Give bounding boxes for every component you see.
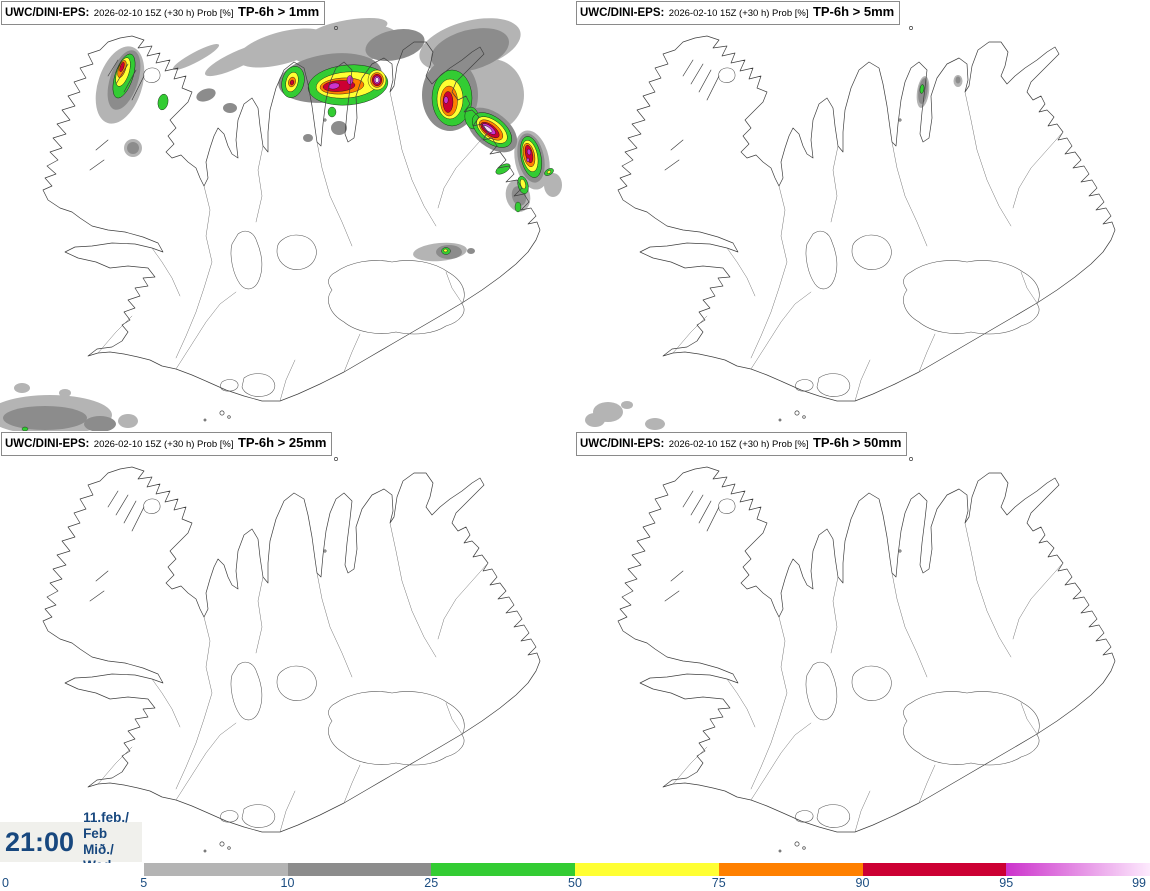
probability-colorbar (0, 863, 1150, 876)
prob-contour-p5 (645, 418, 665, 430)
prob-contour-p5 (118, 414, 138, 428)
prob-contour-p25 (919, 84, 925, 94)
colorbar-tick: 5 (140, 876, 148, 890)
iceland-map (617, 26, 1116, 422)
colorbar-tick-labels: 0 5 10 25 50 75 90 95 99 (0, 876, 1150, 891)
prob-contour-p25 (495, 163, 511, 175)
run-meta-label: 2026-02-10 15Z (+30 h) Prob [%] (93, 439, 234, 450)
threshold-label: TP-6h > 25mm (237, 435, 327, 450)
iceland-map (42, 457, 541, 853)
prob-contour-p95 (443, 96, 449, 104)
colorbar-segment-25-50 (431, 863, 575, 876)
colorbar-segment-5-10 (143, 863, 288, 876)
prob-contour-p25 (21, 426, 29, 431)
colorbar-segment-0-5 (0, 863, 144, 876)
prob-contour-p90 (289, 79, 295, 86)
colorbar-tick: 25 (424, 876, 439, 890)
colorbar-segment-75-90 (718, 863, 863, 876)
map-canvas (0, 17, 562, 431)
valid-date-line1: 11.feb./ Feb (83, 810, 129, 842)
prob-contour-p10 (223, 103, 237, 113)
threshold-label: TP-6h > 1mm (237, 4, 320, 19)
model-label: UWC/DINI-EPS: (580, 438, 665, 450)
prob-contour-p5 (544, 173, 562, 197)
colorbar-segment-90-95 (862, 863, 1007, 876)
probability-contours (0, 17, 562, 431)
model-label: UWC/DINI-EPS: (580, 7, 665, 19)
iceland-map (617, 457, 1116, 853)
valid-time-clock: 21:00 (5, 826, 75, 857)
prob-contour-p10 (3, 406, 87, 430)
panel-title-box: UWC/DINI-EPS: 2026-02-10 15Z (+30 h) Pro… (1, 432, 333, 456)
map-canvas (617, 457, 1116, 853)
prob-contour-p5 (59, 389, 71, 397)
prob-contour-p5 (621, 401, 633, 409)
prob-contour-p95 (346, 75, 354, 85)
panel-title-box: UWC/DINI-EPS: 2026-02-10 15Z (+30 h) Pro… (576, 1, 901, 25)
map-panel-tp6h-1mm: UWC/DINI-EPS: 2026-02-10 15Z (+30 h) Pro… (0, 0, 575, 431)
prob-contour-p10 (303, 134, 313, 142)
colorbar-tick: 90 (855, 876, 870, 890)
panel-title-box: UWC/DINI-EPS: 2026-02-10 15Z (+30 h) Pro… (1, 1, 326, 25)
prob-contour-p50 (443, 248, 448, 253)
prob-contour-p5 (14, 383, 30, 393)
prob-contour-p50 (546, 170, 552, 174)
prob-contour-p10 (196, 88, 216, 102)
probability-contours (585, 75, 963, 430)
colorbar-segment-10-25 (287, 863, 432, 876)
map-canvas (42, 457, 541, 853)
prob-contour-p90 (119, 62, 125, 72)
prob-contour-p10 (955, 76, 961, 84)
prob-contour-p10 (84, 416, 116, 431)
prob-contour-p25 (327, 106, 337, 118)
prob-contour-p10 (331, 121, 347, 135)
prob-contour-p95 (526, 148, 532, 156)
run-meta-label: 2026-02-10 15Z (+30 h) Prob [%] (668, 439, 809, 450)
model-label: UWC/DINI-EPS: (5, 438, 90, 450)
prob-contour-p25 (157, 93, 169, 111)
prob-contour-p10 (127, 142, 139, 154)
prob-contour-p10 (365, 29, 425, 61)
map-panel-tp6h-50mm: UWC/DINI-EPS: 2026-02-10 15Z (+30 h) Pro… (575, 431, 1150, 862)
model-label: UWC/DINI-EPS: (5, 7, 90, 19)
prob-contour-p50 (520, 178, 526, 190)
colorbar-tick: 50 (568, 876, 582, 890)
map-panel-tp6h-25mm: UWC/DINI-EPS: 2026-02-10 15Z (+30 h) Pro… (0, 431, 575, 862)
panel-title-box: UWC/DINI-EPS: 2026-02-10 15Z (+30 h) Pro… (576, 432, 908, 456)
threshold-label: TP-6h > 50mm (812, 435, 902, 450)
colorbar-segment-95-99 (1006, 863, 1150, 876)
run-meta-label: 2026-02-10 15Z (+30 h) Prob [%] (93, 8, 234, 19)
prob-contour-p95 (526, 157, 530, 163)
colorbar-tick: 10 (280, 876, 295, 890)
prob-contour-p5 (308, 17, 388, 43)
prob-contour-p99 (375, 77, 380, 83)
prob-contour-p5 (172, 44, 220, 70)
colorbar-tick: 95 (999, 876, 1014, 890)
run-meta-label: 2026-02-10 15Z (+30 h) Prob [%] (668, 8, 809, 19)
prob-contour-p5 (585, 413, 605, 427)
colorbar-segment-50-75 (575, 863, 719, 876)
prob-contour-p25 (514, 201, 522, 213)
map-panel-tp6h-5mm: UWC/DINI-EPS: 2026-02-10 15Z (+30 h) Pro… (575, 0, 1150, 431)
colorbar-tick: 99 (1132, 876, 1146, 890)
valid-time-box: 21:00 11.feb./ Feb Mið./ Wed (0, 810, 142, 873)
map-canvas (585, 26, 1116, 430)
colorbar-tick: 75 (711, 876, 726, 890)
threshold-label: TP-6h > 5mm (812, 4, 895, 19)
prob-contour-p10 (467, 248, 475, 254)
colorbar-tick: 0 (2, 876, 9, 890)
